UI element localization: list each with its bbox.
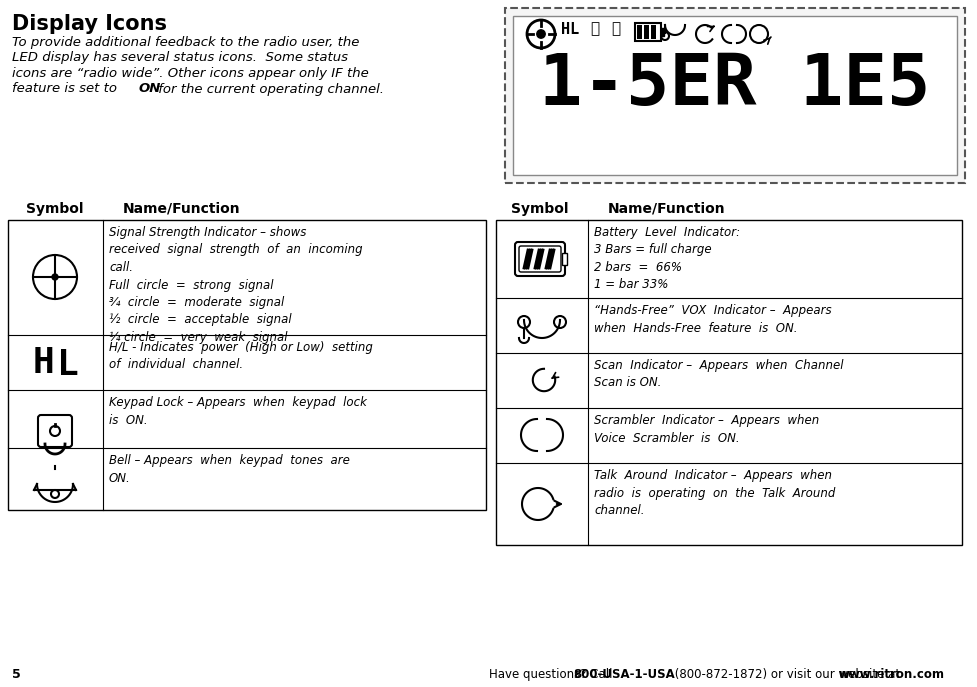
Text: Battery  Level  Indicator:
3 Bars = full charge
2 bars  =  66%
1 = bar 33%: Battery Level Indicator: 3 Bars = full c…: [593, 226, 740, 291]
Bar: [634, 23, 660, 41]
Text: “Hands-Free”  VOX  Indicator –  Appears
when  Hands-Free  feature  is  ON.: “Hands-Free” VOX Indicator – Appears whe…: [593, 304, 830, 335]
Text: Name/Function: Name/Function: [608, 202, 725, 216]
FancyBboxPatch shape: [38, 415, 72, 447]
Bar: [8, 220, 486, 510]
Text: To provide additional feedback to the radio user, the: To provide additional feedback to the ra…: [12, 36, 359, 49]
Text: L: L: [57, 348, 79, 382]
Text: 1-5ER 1E5: 1-5ER 1E5: [538, 51, 930, 120]
Bar: [636, 25, 641, 39]
Text: Scrambler  Indicator –  Appears  when
Voice  Scrambler  is  ON.: Scrambler Indicator – Appears when Voice…: [593, 414, 819, 444]
Bar: [495, 220, 961, 545]
Text: 🔔: 🔔: [611, 21, 619, 36]
Bar: [513, 16, 956, 175]
Text: ON: ON: [139, 82, 161, 95]
Text: H/L - Indicates  power  (High or Low)  setting
of  individual  channel.: H/L - Indicates power (High or Low) sett…: [108, 341, 372, 372]
Text: LED display has several status icons.  Some status: LED display has several status icons. So…: [12, 52, 348, 65]
Text: 800-USA-1-USA: 800-USA-1-USA: [573, 668, 674, 681]
Bar: [504, 8, 964, 183]
Circle shape: [536, 30, 544, 38]
Text: Display Icons: Display Icons: [12, 14, 167, 34]
Text: HL: HL: [561, 22, 578, 37]
Circle shape: [52, 274, 58, 280]
FancyBboxPatch shape: [519, 246, 561, 272]
Text: Keypad Lock – Appears  when  keypad  lock
is  ON.: Keypad Lock – Appears when keypad lock i…: [108, 396, 366, 427]
Text: Name/Function: Name/Function: [123, 202, 240, 216]
FancyBboxPatch shape: [515, 242, 565, 276]
Bar: [651, 25, 656, 39]
Text: Symbol: Symbol: [26, 202, 83, 216]
Text: (800-872-1872) or visit our website at: (800-872-1872) or visit our website at: [670, 668, 903, 681]
Bar: [562, 254, 567, 264]
Text: H: H: [33, 346, 55, 380]
Text: 🔒: 🔒: [589, 21, 599, 36]
Text: icons are “radio wide”. Other icons appear only IF the: icons are “radio wide”. Other icons appe…: [12, 67, 368, 80]
Text: 5: 5: [12, 668, 21, 681]
Text: Symbol: Symbol: [510, 202, 568, 216]
Bar: [643, 25, 649, 39]
Text: Signal Strength Indicator – shows
received  signal  strength  of  an  incoming
c: Signal Strength Indicator – shows receiv…: [108, 226, 362, 344]
Text: for the current operating channel.: for the current operating channel.: [153, 82, 384, 95]
Text: Bell – Appears  when  keypad  tones  are
ON.: Bell – Appears when keypad tones are ON.: [108, 454, 350, 484]
Text: Talk  Around  Indicator –  Appears  when
radio  is  operating  on  the  Talk  Ar: Talk Around Indicator – Appears when rad…: [593, 469, 834, 517]
Text: Scan  Indicator –  Appears  when  Channel
Scan is ON.: Scan Indicator – Appears when Channel Sc…: [593, 359, 842, 390]
Text: feature is set to: feature is set to: [12, 82, 121, 95]
Text: Have questions? Call: Have questions? Call: [488, 668, 616, 681]
Text: www.ritron.com: www.ritron.com: [838, 668, 944, 681]
Bar: [660, 28, 663, 36]
